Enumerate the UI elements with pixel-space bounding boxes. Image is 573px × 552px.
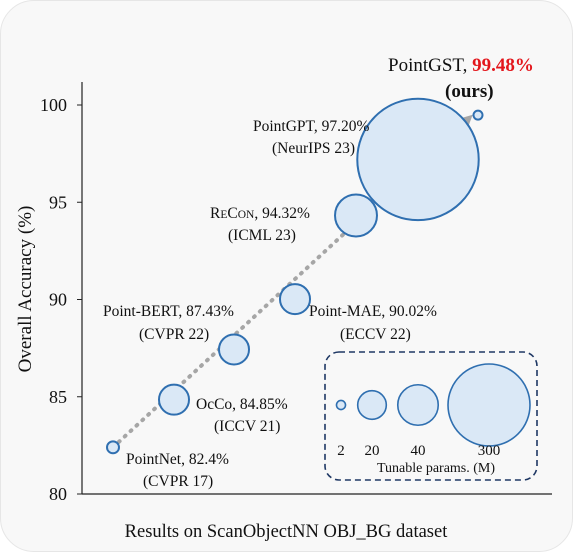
venue-occo: (ICCV 21) [214, 418, 280, 435]
chart-caption: Results on ScanObjectNN OBJ_BG dataset [125, 522, 449, 542]
label-recon: RECON, 94.32% [210, 205, 310, 222]
y-tick-label: 85 [49, 387, 67, 407]
venue-recon: (ICML 23) [228, 227, 296, 244]
bubble-point-mae [278, 283, 312, 316]
y-tick-label: 80 [49, 484, 67, 504]
label-point-bert: Point-BERT, 87.43% [103, 303, 234, 320]
size-legend-bubble-2 [335, 399, 347, 411]
bubble-pointgst [472, 109, 484, 121]
size-legend-label-2: 2 [337, 443, 345, 459]
label-occo: OcCo, 84.85% [196, 396, 288, 413]
y-tick-label: 90 [49, 290, 67, 310]
y-tick-label: 95 [49, 192, 67, 212]
size-legend-bubble-40 [396, 383, 440, 427]
bubble-occo [157, 383, 191, 416]
size-legend-label-300: 300 [478, 443, 501, 459]
bubble-point-bert [217, 333, 251, 366]
venue-point-mae: (ECCV 22) [340, 326, 411, 343]
bubble-recon [334, 193, 378, 238]
venue-pointgst: (ours) [445, 81, 494, 102]
label-pointgst: PointGST, 99.48% [388, 55, 534, 76]
y-tick-label: 100 [40, 95, 67, 115]
pointgst-accuracy-highlight: 99.48% [472, 55, 534, 76]
venue-pointnet: (CVPR 17) [143, 473, 213, 490]
label-point-mae: Point-MAE, 90.02% [309, 303, 437, 320]
size-legend-box [324, 351, 538, 481]
venue-point-bert: (CVPR 22) [139, 326, 209, 343]
label-pointgpt: PointGPT, 97.20% [253, 118, 369, 135]
y-axis-title: Overall Accuracy (%) [15, 206, 36, 373]
size-legend-title: Tunable params. (M) [377, 461, 495, 476]
bubble-pointnet [106, 440, 120, 455]
label-pointnet: PointNet, 82.4% [126, 451, 229, 468]
size-legend-bubble-20 [356, 389, 388, 421]
venue-pointgpt: (NeurIPS 23) [272, 140, 355, 157]
size-legend-label-40: 40 [411, 443, 426, 459]
size-legend-bubble-300 [447, 363, 531, 447]
size-legend-label-20: 20 [365, 443, 380, 459]
bubble-pointgpt [356, 97, 480, 222]
